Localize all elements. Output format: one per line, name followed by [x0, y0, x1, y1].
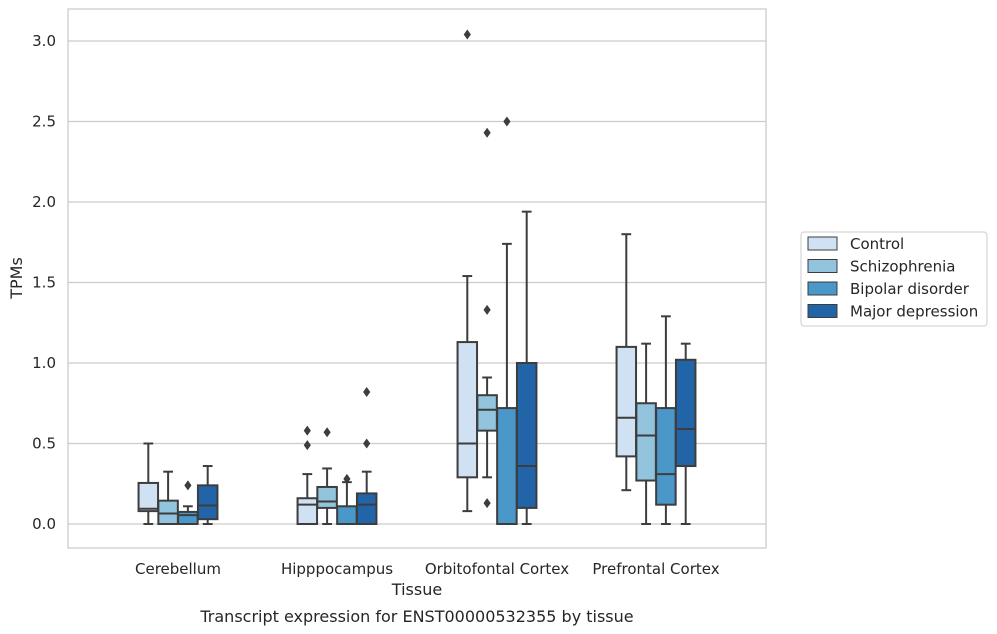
outlier-point: [184, 480, 192, 491]
x-axis-title: Tissue: [391, 580, 442, 599]
iqr-box: [655, 407, 677, 506]
iqr-box: [496, 407, 518, 525]
legend-label: Bipolar disorder: [850, 280, 970, 298]
chart-caption: Transcript expression for ENST0000053235…: [199, 607, 633, 626]
iqr-box: [137, 481, 160, 513]
x-tick-label: Hipppocampus: [281, 560, 393, 578]
outlier-point: [463, 29, 471, 40]
outlier-point: [483, 127, 491, 138]
iqr-box: [515, 362, 538, 509]
legend-label: Schizophrenia: [850, 258, 955, 276]
y-tick-label: 2.5: [32, 113, 56, 131]
iqr-box: [615, 345, 638, 458]
legend: Control Schizophrenia Bipolar disorder Majo…: [800, 231, 988, 327]
box-bipolar-disorder: [655, 315, 677, 525]
iqr-box: [296, 497, 319, 525]
iqr-box: [456, 341, 479, 479]
legend-swatch: [807, 236, 838, 251]
box-schizophrenia: [635, 342, 657, 525]
iqr-box: [355, 492, 378, 526]
outlier-point: [303, 425, 311, 436]
box-schizophrenia: [476, 127, 498, 509]
legend-label: Control: [850, 235, 904, 253]
box-schizophrenia: [157, 470, 179, 525]
outlier-point: [363, 386, 371, 397]
legend-frame: [800, 231, 988, 327]
box-bipolar-disorder: [496, 116, 518, 525]
y-tick-label: 0.0: [32, 515, 56, 533]
y-tick-label: 0.5: [32, 435, 56, 453]
x-tick-label: Orbitofontal Cortex: [425, 560, 569, 578]
box-schizophrenia: [316, 427, 338, 525]
x-tick-label: Prefrontal Cortex: [592, 560, 719, 578]
iqr-box: [336, 505, 358, 526]
box-bipolar-disorder: [336, 473, 358, 526]
box-control: [615, 233, 638, 492]
legend-label: Major depression: [850, 303, 978, 321]
box-major-depression: [674, 342, 697, 525]
y-axis-ticks: 0.0 0.5 1.0 1.5 2.0 2.5 3.0: [32, 32, 56, 533]
box-control: [456, 29, 479, 513]
outlier-point: [503, 116, 511, 127]
box-plot-area: [137, 29, 697, 526]
iqr-box: [635, 402, 657, 482]
y-axis-title: TPMs: [7, 257, 26, 300]
outlier-point: [343, 473, 351, 484]
y-tick-label: 1.0: [32, 354, 56, 372]
iqr-box: [476, 394, 498, 432]
x-axis-ticks: Cerebellum Hipppocampus Orbitofontal Corte…: [135, 560, 720, 578]
gridlines: [68, 40, 766, 525]
box-major-depression: [196, 465, 219, 525]
box-control: [296, 425, 319, 525]
box-bipolar-disorder: [177, 480, 199, 525]
iqr-box: [674, 358, 697, 468]
iqr-box: [177, 510, 199, 525]
box-control: [137, 442, 160, 525]
iqr-box: [196, 484, 219, 521]
outlier-point: [303, 440, 311, 451]
legend-swatch: [807, 259, 838, 273]
outlier-point: [363, 438, 371, 449]
box-major-depression: [355, 386, 378, 526]
iqr-box: [316, 485, 338, 509]
outlier-point: [483, 498, 491, 509]
legend-swatch: [807, 281, 838, 296]
y-tick-label: 3.0: [32, 32, 56, 50]
plot-frame: [67, 8, 767, 549]
outlier-point: [483, 304, 491, 315]
iqr-box: [157, 499, 179, 525]
y-tick-label: 1.5: [32, 274, 56, 292]
legend-swatch: [807, 304, 838, 318]
x-tick-label: Cerebellum: [135, 560, 221, 578]
outlier-point: [323, 427, 331, 438]
y-tick-label: 2.0: [32, 193, 56, 211]
box-major-depression: [515, 210, 538, 525]
